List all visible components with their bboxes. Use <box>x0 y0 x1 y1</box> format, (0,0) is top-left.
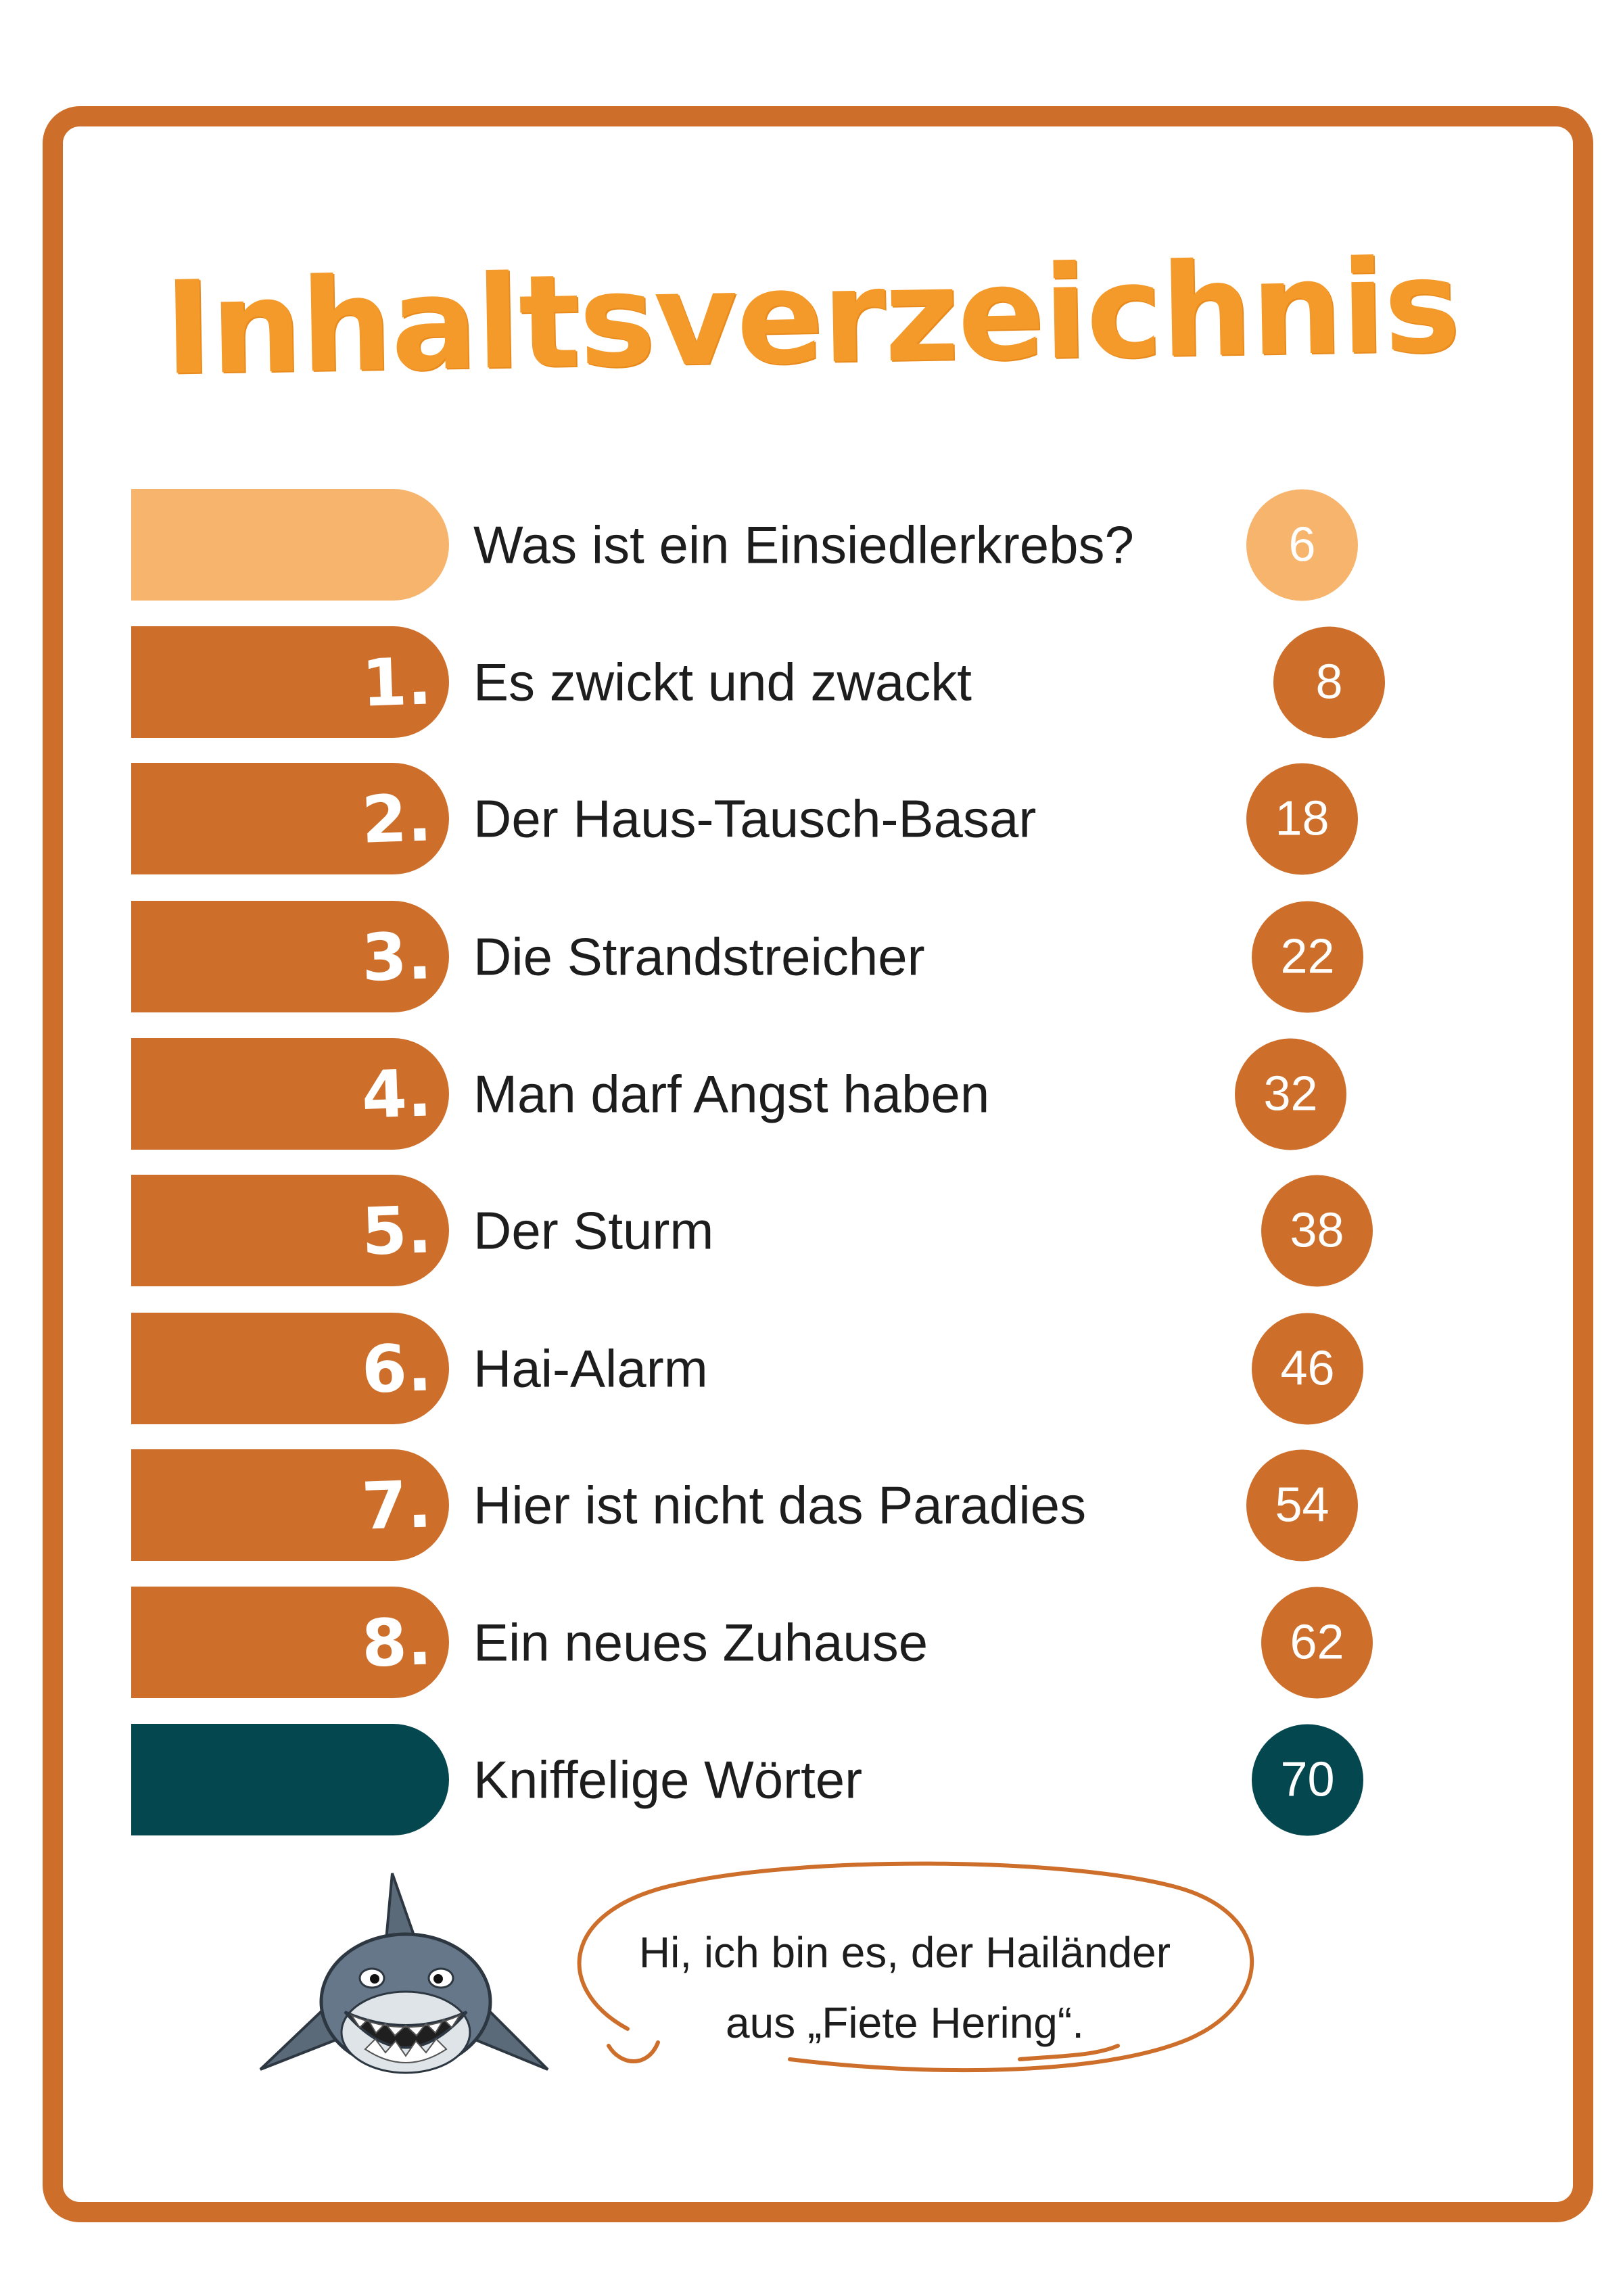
toc-tab: 8. <box>131 1587 449 1698</box>
chapter-number: 6. <box>360 1329 433 1408</box>
page-number-badge: 54 <box>1246 1449 1358 1561</box>
toc-title: Was ist ein Einsiedlerkrebs? <box>473 515 1134 574</box>
toc-title: Man darf Angst haben <box>473 1064 990 1123</box>
toc-title: Es zwickt und zwackt <box>473 652 972 711</box>
speech-line-1: Hi, ich bin es, der Hailänder <box>638 1928 1171 1977</box>
toc-row-chapter-4[interactable]: 4. Man darf Angst haben 32 <box>0 1038 1623 1150</box>
toc-title: Hier ist nicht das Paradies <box>473 1475 1087 1534</box>
speech-bubble-outline <box>577 1861 1254 2073</box>
page-title: Inhaltsverzeichnis <box>162 231 1461 404</box>
shark-illustration <box>259 1873 549 2074</box>
speech-bubble-text: Hi, ich bin es, der Hailänder aus „Fiete… <box>601 1917 1209 2058</box>
page-number-badge: 38 <box>1261 1175 1373 1286</box>
toc-tab <box>131 489 449 601</box>
chapter-number: 5. <box>360 1191 433 1270</box>
page-number-badge: 8 <box>1273 626 1385 738</box>
speech-bubble: Hi, ich bin es, der Hailänder aus „Fiete… <box>546 1853 1277 2090</box>
speech-line-2: aus „Fiete Hering“. <box>726 1998 1084 2047</box>
chapter-number: 3. <box>360 917 433 996</box>
toc-title: Der Sturm <box>473 1200 714 1260</box>
toc-row-chapter-5[interactable]: 5. Der Sturm 38 <box>0 1175 1623 1286</box>
chapter-number: 2. <box>360 779 433 858</box>
page-frame <box>43 106 1593 2222</box>
toc-tab <box>131 1724 449 1835</box>
toc-row-chapter-6[interactable]: 6. Hai-Alarm 46 <box>0 1313 1623 1424</box>
toc-title: Die Strandstreicher <box>473 927 925 986</box>
chapter-number: 7. <box>360 1466 433 1545</box>
toc-row-chapter-7[interactable]: 7. Hier ist nicht das Paradies 54 <box>0 1449 1623 1561</box>
toc-tab: 4. <box>131 1038 449 1150</box>
toc-title: Kniffelige Wörter <box>473 1750 863 1809</box>
toc-row-glossary[interactable]: Kniffelige Wörter 70 <box>0 1724 1623 1835</box>
page-number-badge: 46 <box>1252 1313 1363 1424</box>
toc-tab: 7. <box>131 1449 449 1561</box>
toc-tab: 3. <box>131 901 449 1012</box>
page-number-badge: 62 <box>1261 1587 1373 1698</box>
chapter-number: 8. <box>360 1603 433 1682</box>
page-number-badge: 32 <box>1235 1038 1346 1150</box>
toc-tab: 5. <box>131 1175 449 1286</box>
toc-title: Hai-Alarm <box>473 1338 708 1398</box>
toc-tab: 2. <box>131 763 449 874</box>
page-number-badge: 6 <box>1246 489 1358 601</box>
toc-tab: 1. <box>131 626 449 738</box>
toc-row-chapter-3[interactable]: 3. Die Strandstreicher 22 <box>0 901 1623 1012</box>
toc-row-chapter-2[interactable]: 2. Der Haus-Tausch-Basar 18 <box>0 763 1623 874</box>
page-number-badge: 70 <box>1252 1724 1363 1835</box>
toc-row-chapter-8[interactable]: 8. Ein neues Zuhause 62 <box>0 1587 1623 1698</box>
chapter-number: 1. <box>360 642 433 722</box>
toc-title: Der Haus-Tausch-Basar <box>473 789 1037 848</box>
toc-row-intro[interactable]: Was ist ein Einsiedlerkrebs? 6 <box>0 489 1623 601</box>
page-number-badge: 22 <box>1252 901 1363 1012</box>
page-number-badge: 18 <box>1246 763 1358 874</box>
chapter-number: 4. <box>360 1054 433 1133</box>
toc-tab: 6. <box>131 1313 449 1424</box>
toc-title: Ein neues Zuhause <box>473 1612 928 1672</box>
toc-row-chapter-1[interactable]: 1. Es zwickt und zwackt 8 <box>0 626 1623 738</box>
